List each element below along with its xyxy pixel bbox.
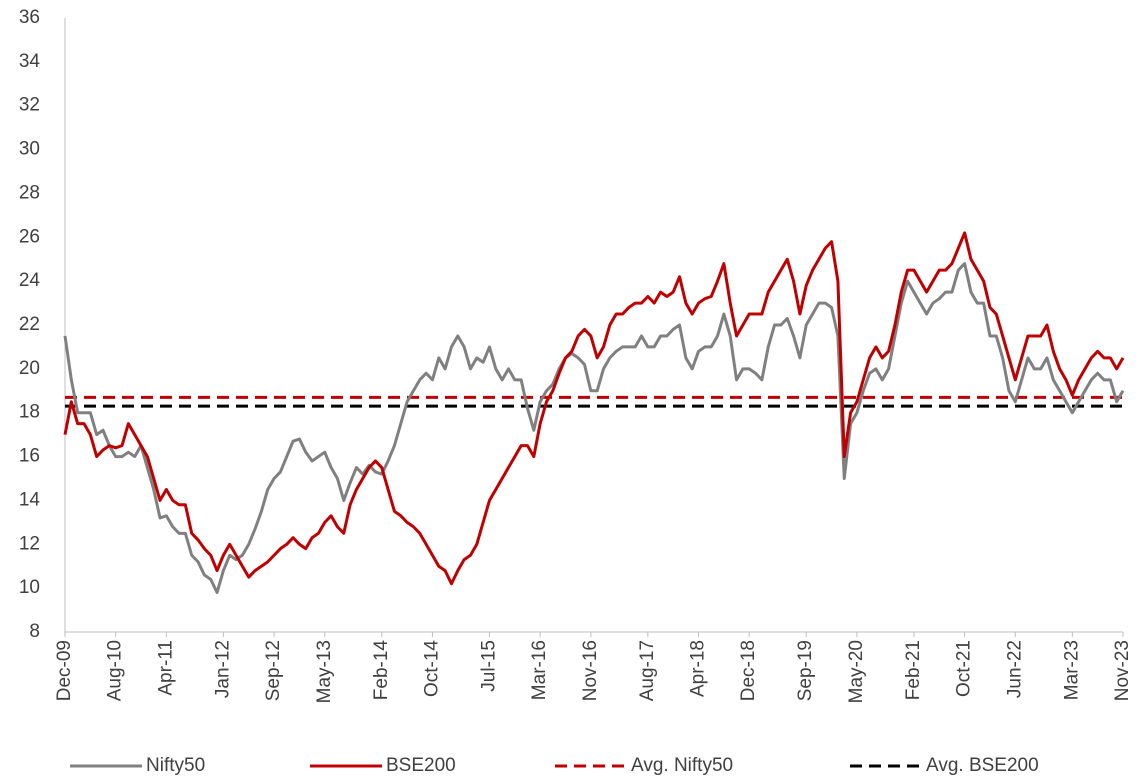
series-line: [63, 262, 1125, 595]
x-tick-label: Nov-16: [580, 640, 601, 701]
y-tick-label: 36: [19, 7, 40, 28]
x-tick-label: Dec-18: [738, 640, 759, 701]
x-tick-label: May-13: [314, 640, 335, 703]
x-tick-label: Feb-21: [903, 640, 924, 700]
x-tick-label: Oct-21: [954, 640, 975, 697]
x-tick-label: Nov-23: [1112, 640, 1133, 701]
y-tick-label: 10: [19, 577, 40, 598]
series-line: [63, 231, 1125, 586]
x-tick-label: Oct-14: [421, 640, 442, 697]
y-tick-label: 28: [19, 182, 40, 203]
x-tick-label: May-20: [846, 640, 867, 703]
y-tick-label: 8: [29, 621, 40, 642]
y-tick-label: 14: [19, 489, 41, 510]
x-tick-label: Sep-19: [795, 640, 816, 701]
x-tick-label: Apr-18: [688, 640, 709, 697]
y-tick-label: 26: [19, 226, 40, 247]
x-tick-label: Aug-10: [105, 640, 126, 701]
legend-label: Avg. Nifty50: [631, 755, 733, 776]
x-tick-label: Jun-22: [1004, 640, 1025, 698]
y-tick-label: 20: [19, 358, 40, 379]
x-tick-label: Jul-15: [478, 640, 499, 692]
x-tick-label: Mar-16: [529, 640, 550, 700]
x-tick-label: Jan-12: [212, 640, 233, 698]
x-tick-label: Sep-12: [263, 640, 284, 701]
legend-label: Avg. BSE200: [926, 755, 1039, 776]
x-tick-label: Feb-14: [371, 640, 392, 701]
legend-label: Nifty50: [146, 755, 205, 776]
y-tick-label: 24: [19, 270, 41, 291]
y-tick-label: 32: [19, 95, 40, 116]
x-tick-label: Aug-17: [637, 640, 658, 701]
x-tick-label: Mar-23: [1061, 640, 1082, 700]
y-tick-label: 18: [19, 402, 40, 423]
x-tick-label: Apr-11: [155, 640, 176, 696]
x-tick-label: Dec-09: [54, 640, 75, 701]
y-tick-label: 22: [19, 314, 40, 335]
y-tick-label: 34: [19, 51, 41, 72]
y-tick-label: 16: [19, 446, 40, 467]
legend-label: BSE200: [386, 755, 456, 776]
y-tick-label: 30: [19, 139, 40, 160]
y-tick-label: 12: [19, 533, 40, 554]
